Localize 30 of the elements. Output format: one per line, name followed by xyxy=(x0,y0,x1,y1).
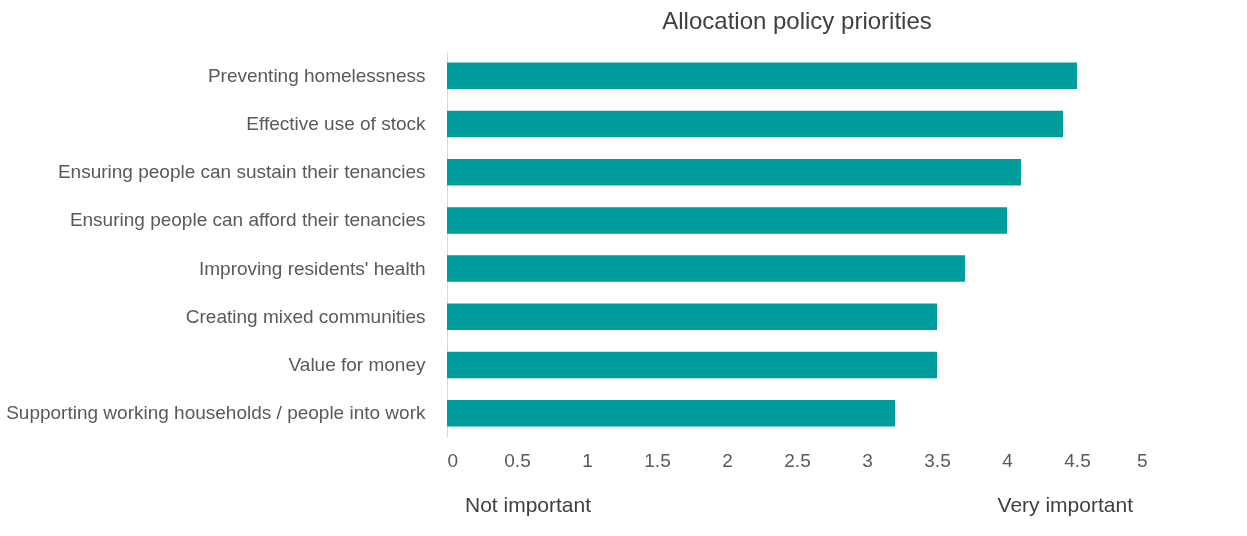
y-tick-label: Ensuring people can sustain their tenancies xyxy=(57,161,426,183)
x-tick-label: 4 xyxy=(1002,449,1014,471)
y-tick-label: Preventing homelessness xyxy=(207,64,426,86)
y-tick-label: Supporting working households / people into work xyxy=(6,402,426,424)
chart-title: Allocation policy priorities xyxy=(662,7,932,34)
bar xyxy=(447,62,1077,90)
y-tick-label: Effective use of stock xyxy=(246,113,426,135)
x-tick-label: 2 xyxy=(722,449,733,471)
x-tick-label: 3 xyxy=(862,449,873,471)
bar xyxy=(447,303,937,331)
x-tick-label: 2.5 xyxy=(784,449,811,471)
x-tick-label: 4.5 xyxy=(1064,449,1091,471)
x-tick-label: 1.5 xyxy=(644,449,671,471)
x-tick-label: 1 xyxy=(582,449,593,471)
bar xyxy=(447,399,895,427)
bar xyxy=(447,351,937,379)
text: Not important xyxy=(465,493,592,516)
y-tick-label: Improving residents' health xyxy=(199,257,426,279)
x-tick-label: 0.5 xyxy=(504,449,531,471)
x-tick-label: 0 xyxy=(447,449,459,471)
bar xyxy=(447,158,1021,186)
x-tick-label: 5 xyxy=(1136,449,1148,471)
y-tick-label: Creating mixed communities xyxy=(185,305,426,327)
bar xyxy=(447,110,1063,138)
y-tick-label: Ensuring people can afford their tenancies xyxy=(69,209,426,231)
y-tick-label: Value for money xyxy=(288,353,426,375)
x-tick-label: 3.5 xyxy=(924,449,951,471)
bar xyxy=(447,255,965,282)
text: Very important xyxy=(997,493,1134,516)
bar xyxy=(447,207,1007,234)
